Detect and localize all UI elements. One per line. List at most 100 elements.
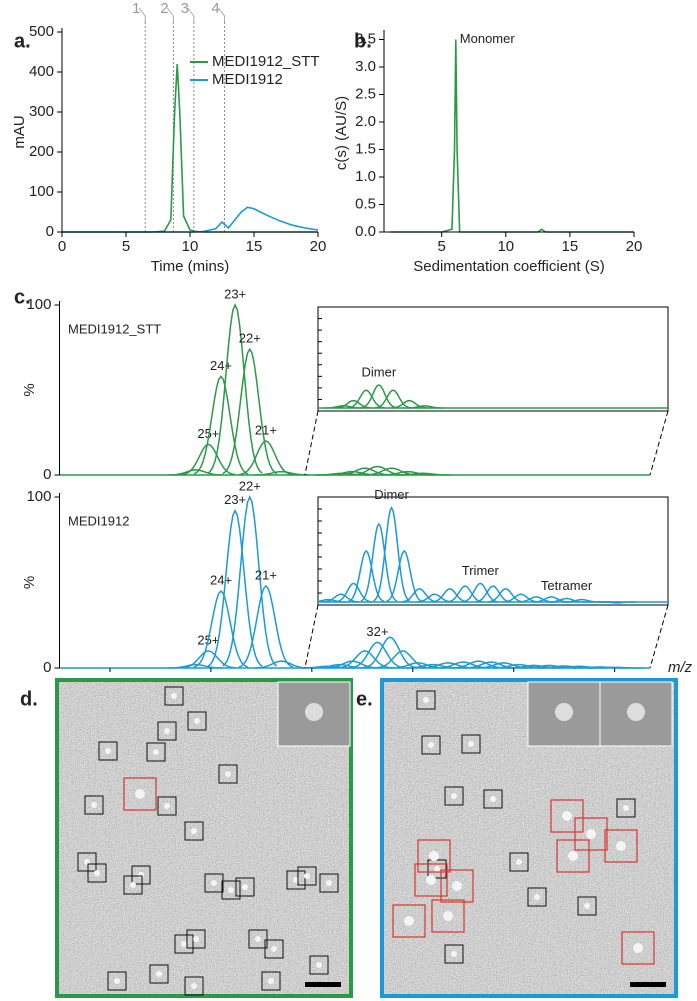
particle-box: [123, 875, 143, 895]
peak: [238, 584, 294, 668]
particle: [156, 971, 162, 977]
peak-label: 23+: [224, 286, 246, 301]
peak: [350, 641, 405, 669]
particle: [268, 978, 274, 984]
particle: [228, 887, 234, 893]
inset-peak: [406, 405, 443, 409]
inset-peak: [599, 601, 636, 604]
particle: [451, 951, 457, 957]
spectrum-name: MEDI1912_STT: [68, 321, 161, 336]
particle-box: [527, 887, 547, 907]
inset-peak: [335, 399, 372, 409]
particle-box-red: [417, 839, 451, 873]
peak: [207, 303, 263, 474]
particle-box: [204, 873, 224, 893]
particle-box: [164, 686, 184, 706]
particle-box: [461, 734, 481, 754]
inset-label: Tetramer: [541, 578, 593, 593]
particle: [304, 873, 310, 879]
particle-box-red: [123, 777, 157, 811]
panel-label: a.: [14, 30, 31, 52]
particle-box: [187, 711, 207, 731]
particle-box: [218, 764, 238, 784]
particle-box: [186, 929, 206, 949]
fraction-label: 2: [160, 0, 168, 17]
particle-box: [157, 721, 177, 741]
peak-label: 24+: [210, 358, 232, 373]
peak: [451, 660, 506, 669]
peak-label: 22+: [239, 331, 261, 346]
peak: [312, 663, 367, 669]
peak: [254, 660, 309, 669]
particle: [181, 941, 187, 947]
scale-bar: [630, 982, 666, 987]
inset-peak: [416, 593, 453, 603]
peak: [222, 495, 278, 667]
particle-box-red: [392, 904, 426, 938]
fraction-label: 4: [211, 0, 219, 17]
particle: [555, 703, 573, 721]
particle-box: [297, 866, 317, 886]
zoom-line: [649, 604, 669, 669]
inset-peak: [360, 384, 398, 409]
particle: [316, 962, 322, 968]
y-axis-title: c(s) (AU/S): [333, 96, 350, 170]
inset-frame: [317, 306, 669, 412]
inset-peak: [447, 585, 484, 603]
fraction-label: 3: [181, 0, 189, 17]
peak: [405, 663, 460, 669]
particle-box: [146, 742, 166, 762]
inset-peak: [431, 588, 468, 603]
inset-peak: [335, 582, 372, 603]
particle: [623, 805, 629, 811]
peak-label: 25+: [197, 426, 219, 441]
y-tick-label: 100: [29, 183, 54, 200]
particle-box: [444, 786, 464, 806]
inset-peak: [318, 598, 347, 603]
particle-box-red: [621, 931, 655, 965]
peak: [375, 650, 430, 669]
inset-peak: [322, 593, 359, 603]
peak: [193, 375, 249, 475]
peak: [254, 470, 309, 476]
particle: [191, 828, 197, 834]
particle-box: [235, 877, 255, 897]
particle: [194, 718, 200, 724]
particle: [429, 851, 439, 861]
fraction-tick: [218, 7, 226, 22]
particle: [153, 749, 159, 755]
scale-bar: [305, 982, 341, 987]
x-tick-label: 15: [246, 238, 263, 255]
particle-box: [87, 863, 107, 883]
particle-box-red: [556, 839, 590, 873]
particle: [211, 880, 217, 886]
particle: [627, 703, 645, 721]
y-tick-label: 1.0: [355, 168, 376, 185]
inset-peak: [474, 585, 512, 603]
particle: [171, 693, 177, 699]
x-tick-label: 10: [182, 238, 199, 255]
particle-box: [221, 880, 241, 900]
particle: [255, 936, 261, 942]
x-tick-label: 15: [562, 238, 579, 255]
peak-label: Monomer: [460, 31, 516, 46]
particle: [271, 946, 277, 952]
particle-box: [107, 971, 127, 991]
peak: [207, 508, 263, 667]
inset-label: Dimer: [374, 487, 409, 502]
particle: [568, 851, 578, 861]
particle-box-red: [604, 829, 638, 863]
inset-peak: [348, 389, 385, 409]
particle: [426, 875, 436, 885]
particle-box: [157, 796, 177, 816]
particle-box-red: [431, 899, 465, 933]
panel-label: e.: [356, 688, 373, 710]
peak: [168, 469, 223, 476]
particle-box: [319, 873, 339, 893]
micrograph-border: [55, 678, 353, 998]
peak: [587, 666, 642, 669]
inset-peak: [487, 588, 524, 603]
peak: [380, 470, 435, 476]
legend-label: MEDI1912: [212, 71, 283, 88]
particle-box: [483, 789, 503, 809]
